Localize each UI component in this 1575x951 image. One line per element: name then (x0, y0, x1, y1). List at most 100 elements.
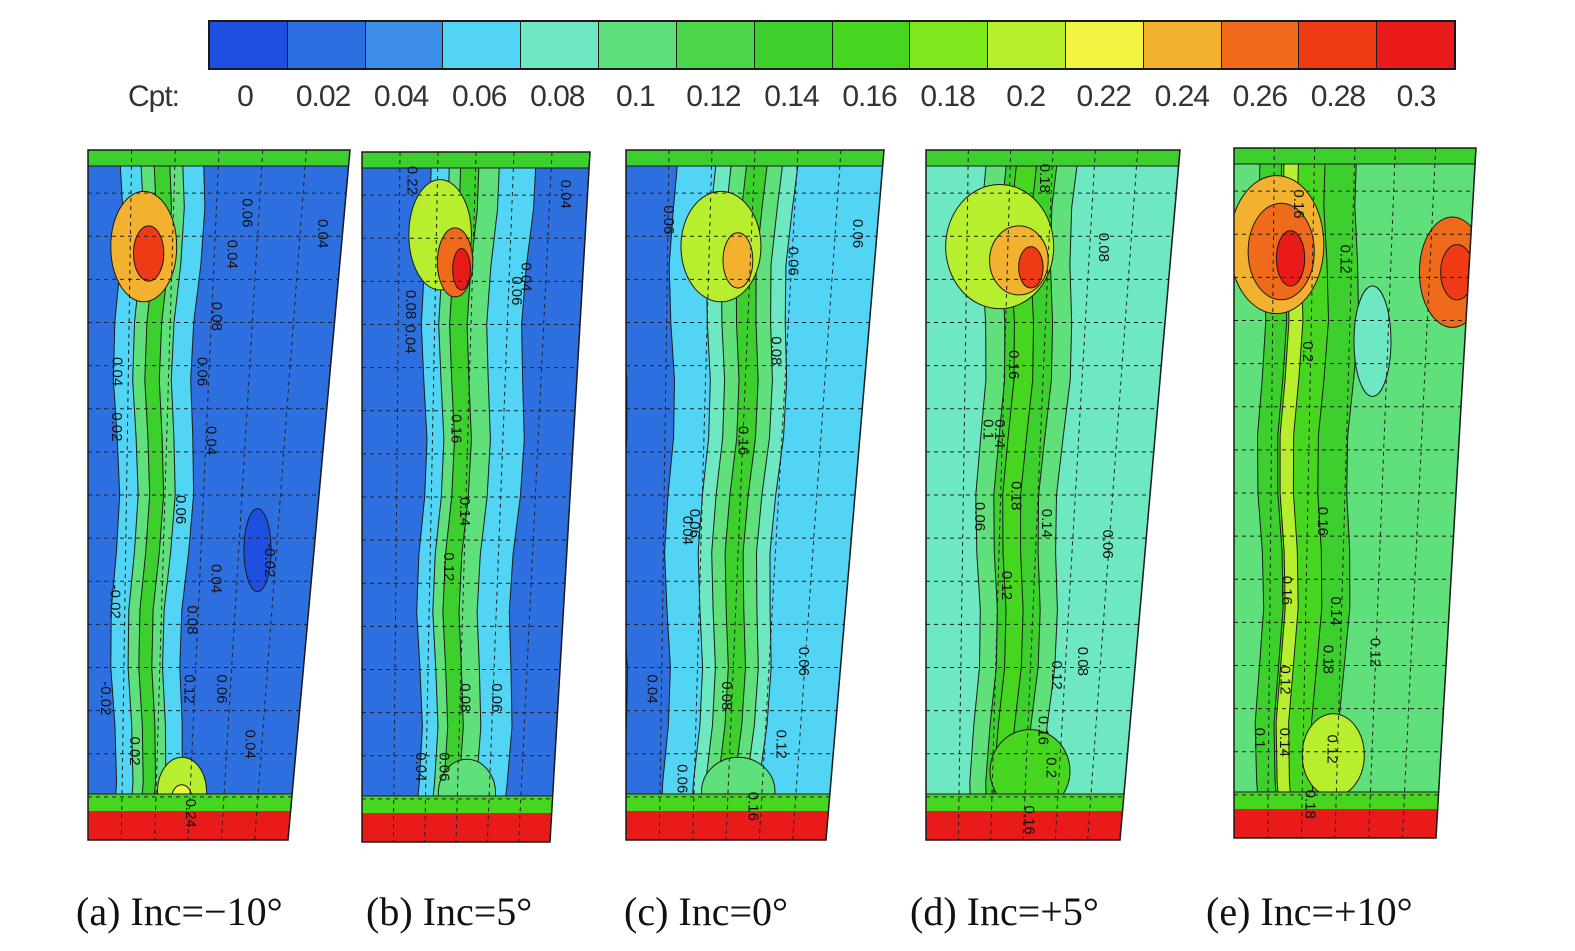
contour-value-label: 0.12 (1048, 661, 1065, 690)
colorbar-tick-label: 0.24 (1154, 80, 1210, 113)
contour-value-label: 0.06 (1099, 530, 1116, 559)
colorbar-tick-label: 0.3 (1396, 80, 1437, 113)
contour-spot (1018, 246, 1044, 289)
grid-line-vertical (424, 152, 439, 842)
contour-value-label: 0.04 (203, 426, 220, 455)
contour-value-label: 0.06 (172, 495, 189, 524)
contour-value-label: 0.06 (213, 674, 230, 703)
contour-value-label: 0.12 (440, 552, 457, 581)
panel-outline (87, 149, 351, 841)
contour-value-label: 0.16 (1290, 189, 1307, 218)
hub-high-loss-band (88, 812, 350, 840)
colorbar-segment (365, 22, 444, 68)
colorbar-segment (1377, 22, 1454, 68)
contour-value-label: 0.2 (1299, 341, 1316, 362)
colorbar-tick-label: 0.14 (764, 80, 819, 113)
grid-line-vertical (154, 150, 176, 840)
contour-value-label: 0.04 (643, 674, 660, 703)
contour-value-label: 0.16 (1278, 576, 1295, 605)
grid-line-vertical (692, 150, 713, 840)
contour-value-label: 0.08 (402, 290, 419, 319)
contour-panel-d: 0.180.080.160.140.10.180.140.060.060.120… (925, 149, 1181, 841)
grid-line-vertical (658, 150, 670, 840)
contour-value-label: 0.08 (1095, 233, 1112, 262)
contour-value-label: 0.16 (447, 414, 464, 443)
contour-value-label: 0.14 (456, 497, 473, 526)
contour-value-label: 0.06 (488, 683, 505, 712)
colorbar-tick-label: 0.22 (1076, 80, 1132, 113)
contour-value-label: 0.08 (1074, 647, 1091, 676)
grid-line-vertical (1054, 150, 1096, 840)
contour-value-label: 0.06 (686, 509, 703, 538)
colorbar-tick-label: 0.1 (615, 80, 656, 113)
panel-caption: (c) Inc=0° (624, 889, 789, 934)
contour-spot (452, 248, 471, 291)
contour-value-label: 0.16 (1035, 716, 1052, 745)
contour-value-label: 0.18 (1036, 164, 1053, 193)
colorbar-segment (1065, 22, 1144, 68)
colorbar-segment (1143, 22, 1222, 68)
contour-value-label: 0.16 (1314, 507, 1331, 536)
contour-value-label: 0.02 (126, 736, 143, 765)
colorbar-segment (210, 22, 288, 68)
contour-value-label: 0.18 (1320, 645, 1337, 674)
contour-value-label: 0.04 (314, 219, 331, 248)
hub-high-loss-band (926, 812, 1180, 840)
tip-wall-band (362, 152, 590, 169)
contour-value-label: 0.04 (412, 752, 429, 781)
contour-spot (1275, 230, 1306, 287)
contour-value-label: 0.18 (1008, 481, 1025, 510)
colorbar-tick-label: 0.18 (920, 80, 975, 113)
colorbar-label: Cpt: (128, 80, 180, 113)
contour-value-label: 0.06 (660, 205, 677, 234)
colorbar (208, 20, 1456, 70)
contour-spot (132, 225, 165, 282)
hub-high-loss-band (1234, 810, 1476, 838)
contour-value-label: 0.06 (194, 357, 211, 386)
contour-value-label: 0.12 (1277, 666, 1294, 695)
contour-value-label: 0.08 (457, 683, 474, 712)
contour-value-label: 0.1 (980, 419, 997, 440)
contour-value-label: -0.02 (261, 543, 278, 577)
contour-value-label: 0.06 (435, 752, 452, 781)
contour-value-label: -0.02 (97, 681, 114, 715)
contour-value-label: 0.14 (1038, 509, 1055, 538)
grid-line-vertical (518, 152, 553, 842)
colorbar-segment (1221, 22, 1300, 68)
contour-value-label: 0.12 (1367, 638, 1384, 667)
panel-caption: (e) Inc=+10° (1206, 889, 1413, 934)
colorbar-tick-label: 0.06 (451, 80, 507, 113)
contour-value-label: 0.1 (1251, 728, 1268, 749)
contour-value-label: 0.18 (1302, 790, 1319, 819)
contour-value-label: 0.04 (557, 180, 574, 209)
contour-value-label: 0.06 (784, 247, 801, 276)
contour-value-label: 0.08 (767, 336, 784, 365)
colorbar-segment (832, 22, 911, 68)
panel-outline (1233, 147, 1477, 839)
grid-line-vertical (792, 150, 842, 840)
colorbar-segment (910, 22, 989, 68)
colorbar-tick-label: 0.16 (842, 80, 897, 113)
colorbar-tick-label: 0.28 (1310, 80, 1366, 113)
contour-value-label: 0.12 (998, 571, 1015, 600)
colorbar-tick-label: 0.2 (1006, 80, 1046, 113)
contour-value-label: 0.04 (402, 325, 419, 354)
contour-value-label: 0.06 (971, 502, 988, 531)
contour-value-label: 0.06 (508, 276, 525, 305)
contour-value-label: 0.16 (744, 792, 761, 821)
contour-value-label: 0.04 (518, 262, 535, 291)
grid-line-vertical (957, 150, 969, 840)
contour-panel-b: 0.22 0.040.060.040.080.040.160.140.120.08… (361, 151, 591, 843)
tip-wall-band (626, 150, 884, 167)
panel-caption: (a) Inc=−10° (76, 889, 283, 934)
contour-value-label: 0.16 (1021, 806, 1038, 835)
contour-spot (722, 232, 754, 289)
contour-value-label: 0.08 (718, 681, 735, 710)
colorbar-tick-label: 0.02 (295, 80, 351, 113)
colorbar-segment (754, 22, 833, 68)
grid-line-vertical (1334, 148, 1356, 838)
colorbar-tick-label: 0.08 (530, 80, 585, 113)
tip-wall-band (926, 150, 1180, 167)
colorbar-tick-label: 0.26 (1232, 80, 1288, 113)
contour-value-label: 0.08 (208, 302, 225, 331)
